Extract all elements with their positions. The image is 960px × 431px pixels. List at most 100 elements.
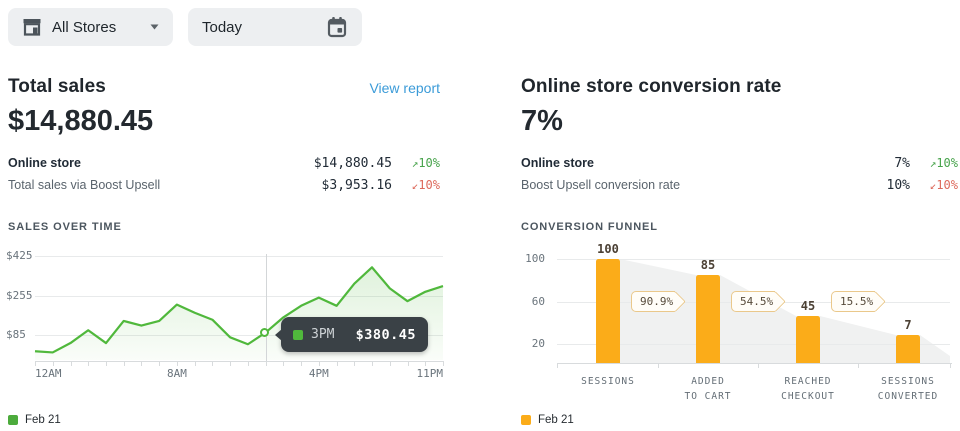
date-range-button[interactable]: Today: [188, 8, 362, 46]
sales-x-axis-tick: [88, 361, 90, 366]
metric-value: $3,953.16: [321, 178, 392, 193]
stage-conversion-label: 15.5%: [840, 295, 874, 308]
store-selector-label: All Stores: [52, 18, 117, 36]
legend-label: Feb 21: [538, 414, 574, 426]
sales-y-axis-label: $85: [6, 328, 26, 341]
sales-x-axis-tick: [52, 361, 54, 366]
conversion-rate-value: 7%: [521, 105, 563, 137]
sales-x-axis-label: 4PM: [308, 367, 329, 380]
sales-gridline: [35, 296, 443, 297]
funnel-category-label: SESSIONS CONVERTED: [877, 376, 939, 402]
sales-x-axis-tick: [425, 361, 427, 366]
sales-x-axis-tick: [247, 361, 249, 366]
view-report-link[interactable]: View report: [369, 80, 440, 96]
funnel-bar[interactable]: [896, 335, 920, 363]
total-sales-value: $14,880.45: [8, 105, 154, 137]
metric-value: $14,880.45: [313, 156, 392, 171]
sales-x-axis-tick: [283, 361, 285, 366]
sales-x-axis-tick: [265, 361, 267, 366]
sales-x-axis-tick: [194, 361, 196, 366]
chevron-down-icon: [150, 24, 159, 30]
funnel-bar[interactable]: [596, 259, 620, 363]
funnel-bar-value: 45: [800, 299, 816, 313]
hover-crosshair: [266, 254, 267, 361]
metric-row-boost-upsell-conversion: Boost Upsell conversion rate 10% 10%: [521, 178, 958, 196]
trend-up-icon: [930, 157, 937, 170]
sales-gridline: [35, 335, 443, 336]
funnel-gridline: [557, 259, 950, 260]
metric-value: 10%: [886, 178, 910, 193]
sales-x-axis-tick: [176, 361, 178, 366]
metric-label: Online store: [8, 156, 81, 170]
funnel-x-axis-tick: [857, 363, 859, 368]
conversion-funnel-heading: CONVERSION FUNNEL: [521, 221, 658, 233]
funnel-category-label: ADDED TO CART: [684, 376, 732, 402]
funnel-gridline: [557, 344, 950, 345]
funnel-x-axis-tick: [757, 363, 759, 368]
metric-label: Total sales via Boost Upsell: [8, 178, 161, 192]
stage-conversion-badge: 90.9%: [631, 291, 676, 312]
funnel-category-label: REACHED CHECKOUT: [781, 376, 835, 402]
calendar-icon: [327, 16, 347, 37]
series-color-swatch: [293, 329, 303, 340]
sales-x-axis-tick: [141, 361, 143, 366]
legend-swatch-orange: [521, 415, 531, 425]
funnel-bar-value: 85: [700, 258, 716, 272]
funnel-x-axis-tick: [950, 363, 951, 368]
funnel-y-axis-label: 60: [531, 295, 545, 308]
sales-x-axis-tick: [336, 361, 338, 366]
sales-x-axis-tick: [301, 361, 303, 366]
funnel-bar-value: 100: [597, 242, 619, 256]
funnel-bar-value: 7: [904, 318, 912, 332]
metric-change: 10%: [392, 178, 440, 192]
metric-row-boost-upsell-sales: Total sales via Boost Upsell $3,953.16 1…: [8, 178, 440, 196]
stage-conversion-badge: 15.5%: [831, 291, 876, 312]
sales-x-axis-tick: [318, 361, 320, 366]
conversion-rate-title: Online store conversion rate: [521, 76, 782, 97]
funnel-category-label: SESSIONS: [581, 376, 635, 387]
sales-tooltip: 3PM $380.45: [275, 317, 428, 352]
trend-down-icon: [412, 179, 419, 192]
sales-x-axis-line: [35, 361, 443, 362]
funnel-legend: Feb 21: [521, 414, 574, 426]
total-sales-title: Total sales: [8, 76, 106, 97]
funnel-bar[interactable]: [696, 275, 720, 363]
sales-x-axis-tick: [123, 361, 125, 366]
legend-label: Feb 21: [25, 414, 61, 426]
sales-x-axis-tick: [372, 361, 373, 366]
metric-row-online-store-sales: Online store $14,880.45 10%: [8, 156, 440, 174]
metric-value: 7%: [894, 156, 910, 171]
sales-over-time-heading: SALES OVER TIME: [8, 221, 122, 233]
sales-x-axis-tick: [159, 361, 161, 366]
stage-conversion-label: 54.5%: [740, 295, 774, 308]
metric-label: Boost Upsell conversion rate: [521, 178, 681, 192]
sales-x-axis-tick: [212, 361, 214, 366]
legend-swatch-green: [8, 415, 18, 425]
sales-x-axis-label: 8AM: [166, 367, 187, 380]
store-selector-button[interactable]: All Stores: [8, 8, 173, 46]
metric-change: 10%: [392, 156, 440, 170]
date-range-label: Today: [202, 18, 243, 36]
sales-x-axis-tick: [354, 361, 356, 366]
metric-row-online-store-conversion: Online store 7% 10%: [521, 156, 958, 174]
sales-x-axis-tick: [106, 361, 107, 366]
metric-change: 10%: [910, 178, 958, 192]
funnel-y-axis-label: 100: [525, 252, 545, 265]
funnel-y-axis-label: 20: [531, 337, 545, 350]
stage-conversion-label: 90.9%: [640, 295, 674, 308]
sales-y-axis-label: $425: [6, 249, 33, 262]
storefront-icon: [23, 18, 41, 36]
tooltip-value: $380.45: [355, 326, 416, 343]
tooltip-time: 3PM: [311, 327, 335, 342]
hover-point-marker: [260, 328, 269, 337]
sales-legend: Feb 21: [8, 414, 61, 426]
sales-x-axis-tick: [35, 361, 36, 366]
funnel-bar[interactable]: [796, 316, 820, 363]
metric-label: Online store: [521, 156, 594, 170]
sales-x-axis-tick: [407, 361, 409, 366]
metric-change: 10%: [910, 156, 958, 170]
sales-y-axis-label: $255: [6, 289, 33, 302]
sales-x-axis-label: 12AM: [35, 367, 62, 380]
sales-x-axis-tick: [230, 361, 232, 366]
